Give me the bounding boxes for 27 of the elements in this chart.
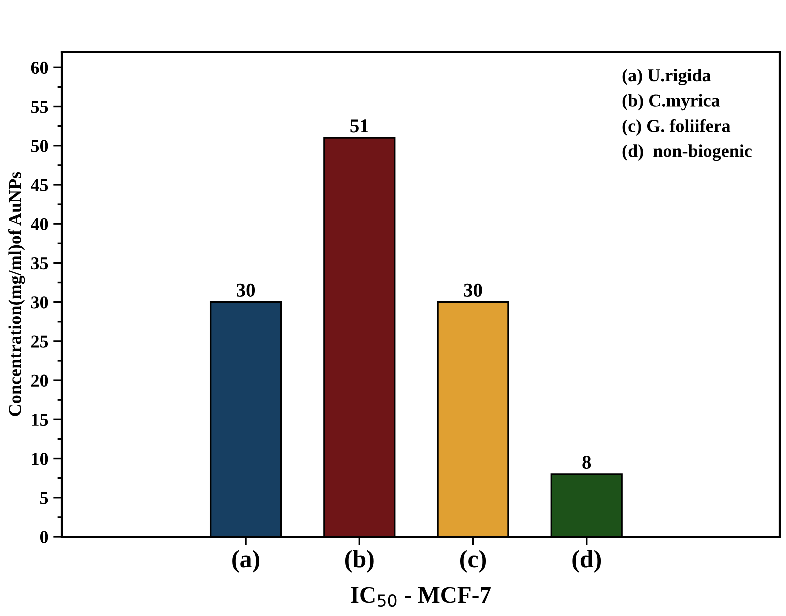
data-label: 51 [350,120,368,133]
data-label: 30 [464,284,482,297]
data-label: 30 [237,284,256,297]
y-tick-label: 40 [31,218,48,231]
x-tick-label: (b) [345,550,374,573]
x-tick-label: (d) [572,550,602,573]
annotation: (d) non-biogenic [622,144,752,162]
y-tick-label: 0 [40,531,48,544]
x-tick-label: (a) [232,550,260,573]
y-tick-label: 10 [32,453,48,466]
y-tick-label: 35 [31,258,48,270]
y-tick-label: 30 [31,296,48,309]
annotation: (a) U.rigida [622,68,712,86]
data-label: 8 [582,456,592,470]
y-tick-label: 50 [31,140,48,152]
annotation: (b) C.myrica [622,94,720,111]
y-tick-label: 45 [31,179,48,192]
y-tick-label: 20 [32,374,48,387]
y-tick-label: 5 [40,492,48,504]
y-tick-label: 60 [31,62,48,74]
annotation: (c) G. foliifera [622,119,731,136]
y-tick-label: 25 [32,336,48,348]
y-tick-label: 55 [31,101,48,114]
y-tick-label: 15 [32,414,48,426]
x-axis-title: IC$_{50}$ - MCF-7 [351,587,491,608]
y-axis-title: Concentration(mg/ml)of AuNPs [8,172,26,416]
x-tick-label: (c) [460,550,486,573]
